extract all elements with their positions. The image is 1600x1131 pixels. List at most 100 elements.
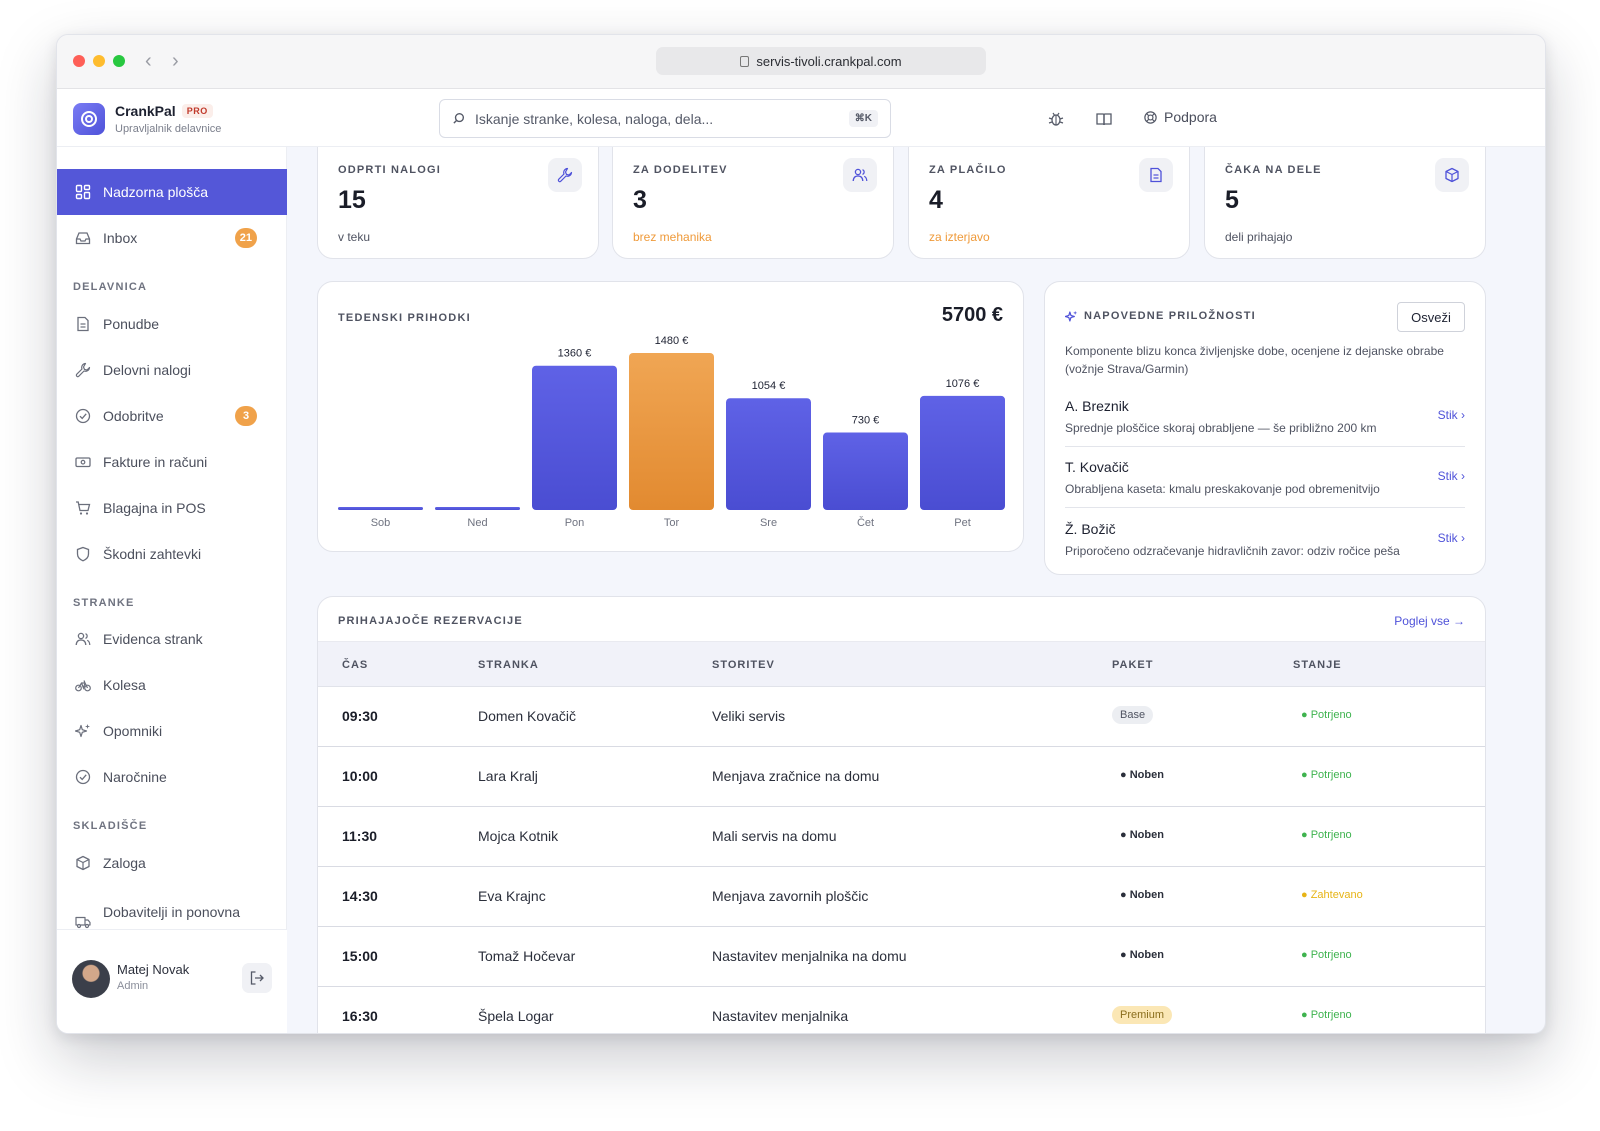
- close-window-button[interactable]: [73, 55, 85, 67]
- bar-Pet[interactable]: [920, 395, 1005, 510]
- package-badge: Base: [1112, 706, 1154, 724]
- sidebar-item-bikes[interactable]: Kolesa: [57, 662, 287, 708]
- global-search[interactable]: Iskanje stranke, kolesa, naloga, dela...…: [439, 99, 891, 138]
- table-row[interactable]: 14:30 Eva Krajnc Menjava zavornih plošči…: [318, 867, 1485, 927]
- status-label: Potrjeno: [1310, 709, 1352, 721]
- app-name-text: CrankPal: [115, 103, 176, 119]
- maximize-window-button[interactable]: [113, 55, 125, 67]
- category-label: Pon: [565, 517, 585, 529]
- main-content: ODPRTI NALOGI 15 v teku ZA DODELITEV 3 b…: [287, 147, 1545, 1033]
- forward-arrow-icon[interactable]: ›: [172, 50, 179, 72]
- booking-service: Veliki servis: [712, 708, 786, 724]
- back-arrow-icon[interactable]: ‹: [145, 50, 152, 72]
- stat-card-waiting-parts[interactable]: ČAKA NA DELE 5 deli prihajajo: [1204, 147, 1486, 259]
- sidebar-item-quotes[interactable]: Ponudbe: [57, 301, 287, 347]
- logout-button[interactable]: [242, 963, 272, 993]
- sidebar-item-inbox[interactable]: Inbox 21: [57, 215, 287, 261]
- minimize-window-button[interactable]: [93, 55, 105, 67]
- opportunity-note: Priporočeno odzračevanje hidravličnih za…: [1065, 544, 1400, 558]
- sidebar-item-customer-records[interactable]: Evidenca strank: [57, 616, 287, 662]
- sidebar-item-work-orders[interactable]: Delovni nalogi: [57, 347, 287, 393]
- column-header-status[interactable]: STANJE: [1293, 659, 1342, 671]
- package-name: Noben: [1129, 829, 1164, 841]
- package-name: Noben: [1129, 949, 1164, 961]
- sidebar-item-dashboard[interactable]: Nadzorna plošča: [57, 169, 287, 215]
- stat-card-to-pay[interactable]: ZA PLAČILO 4 za izterjavo: [908, 147, 1190, 259]
- booking-service: Nastavitev menjalnika: [712, 1008, 849, 1024]
- support-button[interactable]: Podpora: [1143, 109, 1217, 125]
- lifebuoy-icon: [1144, 110, 1157, 124]
- sidebar-item-label: Ponudbe: [103, 316, 160, 332]
- bar-Tor[interactable]: [629, 353, 714, 510]
- status-label: Potrjeno: [1310, 769, 1352, 781]
- opportunity-customer: T. Kovačič: [1065, 459, 1129, 475]
- sidebar-item-label: Blagajna in POS: [103, 500, 206, 516]
- column-header-service[interactable]: STORITEV: [712, 659, 775, 671]
- sidebar-item-reminders[interactable]: Opomniki: [57, 708, 287, 754]
- contact-link[interactable]: Stik ›: [1437, 408, 1465, 422]
- search-input[interactable]: Iskanje stranke, kolesa, naloga, dela...: [475, 110, 714, 127]
- stat-card-open-orders[interactable]: ODPRTI NALOGI 15 v teku: [317, 147, 599, 259]
- status-badge: ● Potrjeno: [1301, 949, 1352, 961]
- user-name: Matej Novak: [117, 962, 190, 977]
- column-header-package[interactable]: PAKET: [1112, 659, 1154, 671]
- app-name: CrankPal PRO: [115, 103, 213, 119]
- sidebar-item-label: Evidenca strank: [103, 631, 203, 647]
- contact-link[interactable]: Stik ›: [1437, 469, 1465, 483]
- crankpal-logo-icon[interactable]: [73, 103, 105, 135]
- stat-card-to-assign[interactable]: ZA DODELITEV 3 brez mehanika: [612, 147, 894, 259]
- bar-Sob[interactable]: [338, 507, 423, 510]
- table-row[interactable]: 10:00 Lara Kralj Menjava zračnice na dom…: [318, 747, 1485, 807]
- stat-subtext: za izterjavo: [929, 230, 990, 244]
- box-icon: [74, 854, 92, 872]
- document-icon: [1139, 158, 1173, 192]
- booking-service: Nastavitev menjalnika na domu: [712, 948, 907, 964]
- column-header-customer[interactable]: STRANKA: [478, 659, 539, 671]
- search-shortcut: ⌘K: [848, 110, 878, 127]
- bug-icon[interactable]: [1047, 110, 1065, 128]
- sidebar-item-label: Fakture in računi: [103, 454, 208, 470]
- stat-subtext: deli prihajajo: [1225, 230, 1293, 244]
- bar-Sre[interactable]: [726, 398, 811, 510]
- users-icon: [74, 630, 92, 648]
- view-all-link[interactable]: Poglej vse →: [1394, 614, 1465, 628]
- logout-icon: [250, 971, 264, 985]
- table-row[interactable]: 11:30 Mojca Kotnik Mali servis na domu ●…: [318, 807, 1485, 867]
- sidebar-item-approvals[interactable]: Odobritve 3: [57, 393, 287, 439]
- stat-value: 3: [633, 186, 647, 214]
- package-badge: Premium: [1112, 1006, 1173, 1024]
- stat-value: 15: [338, 186, 366, 214]
- avatar[interactable]: [72, 960, 110, 998]
- status-label: Potrjeno: [1310, 949, 1352, 961]
- inbox-icon: [74, 229, 92, 247]
- search-icon: [453, 112, 465, 124]
- column-header-time[interactable]: ČAS: [342, 659, 369, 671]
- sidebar-item-invoices[interactable]: Fakture in računi: [57, 439, 287, 485]
- status-badge: ● Potrjeno: [1301, 1009, 1352, 1021]
- sidebar-item-subscriptions[interactable]: Naročnine: [57, 754, 287, 800]
- address-bar[interactable]: servis-tivoli.crankpal.com: [656, 47, 986, 75]
- bar-Čet[interactable]: [823, 432, 908, 510]
- contact-link[interactable]: Stik ›: [1437, 531, 1465, 545]
- booking-service: Menjava zračnice na domu: [712, 768, 880, 784]
- section-title-workshop: DELAVNICA: [73, 281, 148, 293]
- stat-label: ZA DODELITEV: [633, 164, 728, 176]
- bookings-title: PRIHAJAJOČE REZERVACIJE: [338, 615, 523, 627]
- stat-value: 4: [929, 186, 943, 214]
- bar-Ned[interactable]: [435, 507, 520, 510]
- user-panel: Matej Novak Admin: [57, 929, 287, 1033]
- sidebar-item-suppliers[interactable]: Dobavitelji in ponovna: [57, 886, 287, 932]
- table-row[interactable]: 09:30 Domen Kovačič Veliki servis Base ●…: [318, 687, 1485, 747]
- sidebar-item-claims[interactable]: Škodni zahtevki: [57, 531, 287, 577]
- truck-icon: [74, 913, 92, 931]
- book-icon[interactable]: [1095, 110, 1113, 128]
- table-row[interactable]: 15:00 Tomaž Hočevar Nastavitev menjalnik…: [318, 927, 1485, 987]
- weekly-total: 5700 €: [941, 304, 1003, 326]
- stat-subtext: v teku: [338, 230, 371, 244]
- sidebar-item-pos[interactable]: Blagajna in POS: [57, 485, 287, 531]
- refresh-button[interactable]: Osveži: [1397, 302, 1465, 332]
- sidebar-item-stock[interactable]: Zaloga: [57, 840, 287, 886]
- table-row[interactable]: 16:30 Špela Logar Nastavitev menjalnika …: [318, 987, 1485, 1033]
- data-label: 1054 €: [752, 380, 786, 392]
- bar-Pon[interactable]: [532, 365, 617, 510]
